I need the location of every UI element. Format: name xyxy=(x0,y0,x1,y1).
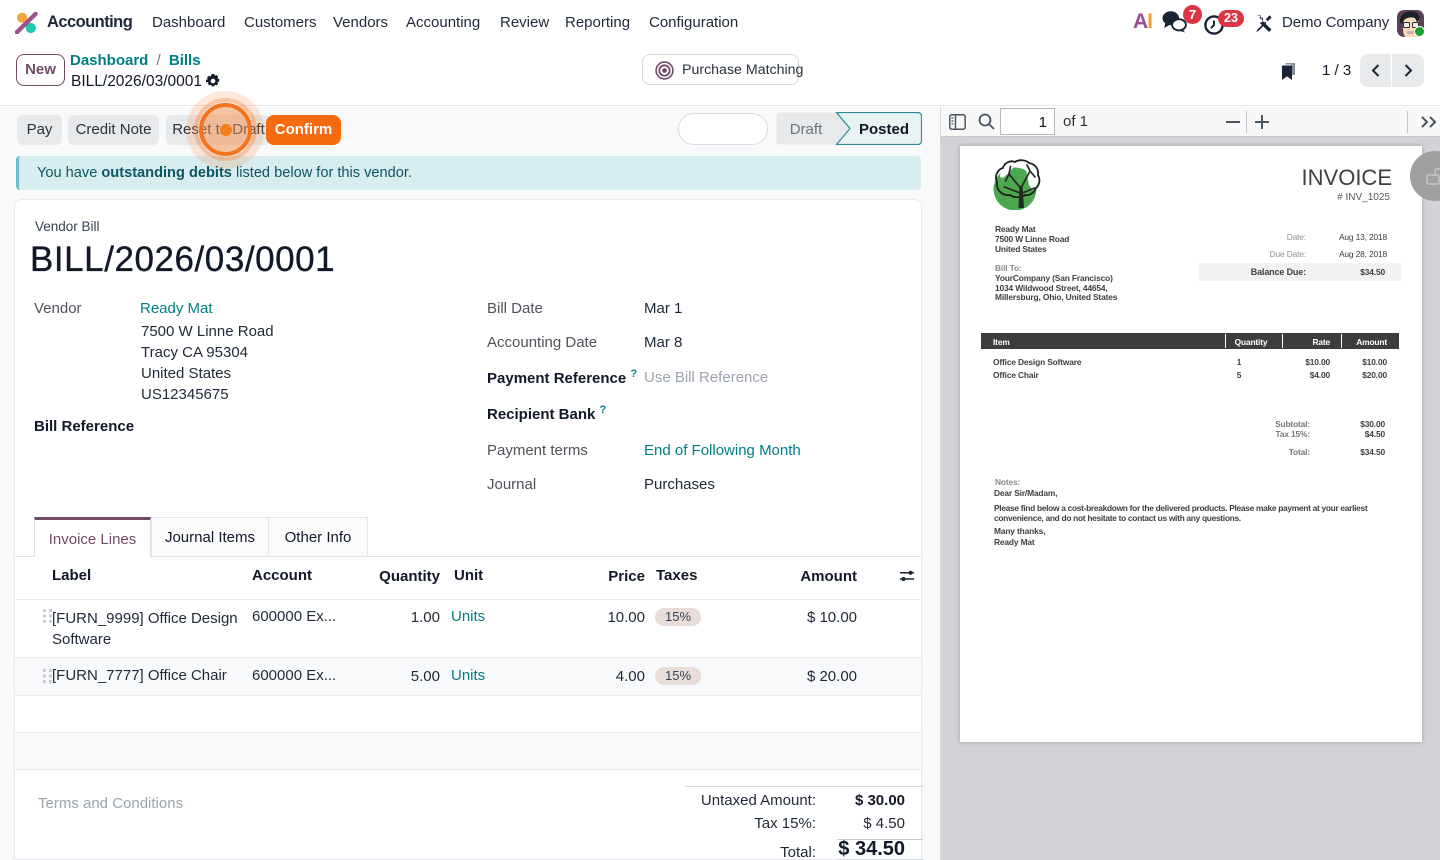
svg-text:Draft: Draft xyxy=(790,121,823,138)
svg-text:Posted: Posted xyxy=(859,121,909,138)
